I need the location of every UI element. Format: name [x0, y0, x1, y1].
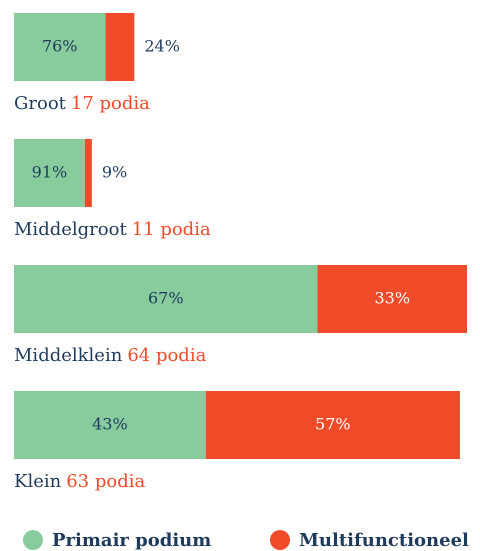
category-label: Klein 63 podia [14, 471, 145, 492]
category-label: Middelklein 64 podia [14, 345, 207, 366]
value-label: 67% [148, 289, 184, 308]
bar-segment [317, 265, 467, 333]
value-label: 57% [315, 415, 351, 434]
bar-segment [14, 391, 206, 459]
bar-segment [14, 13, 106, 81]
category-name: Middelklein [14, 345, 123, 366]
value-label: 33% [374, 289, 410, 308]
bar-segment [205, 391, 460, 459]
value-label: 76% [42, 37, 78, 56]
value-label: 91% [32, 163, 68, 182]
category-count: 63 podia [66, 471, 145, 492]
bar-segment [14, 265, 318, 333]
category-count: 64 podia [127, 345, 206, 366]
legend-swatch [23, 530, 43, 550]
bar-segment [105, 13, 135, 81]
category-count: 17 podia [71, 93, 150, 114]
category-name: Klein [14, 471, 62, 492]
value-label: 43% [92, 415, 128, 434]
legend-label: Multifunctioneel [299, 530, 469, 551]
category-count: 11 podia [132, 219, 211, 240]
bar-segment [14, 139, 85, 207]
value-label: 24% [144, 37, 180, 56]
category-name: Middelgroot [14, 219, 127, 240]
category-label: Groot 17 podia [14, 93, 150, 114]
category-name: Groot [14, 93, 67, 114]
value-label: 9% [102, 163, 127, 182]
bar-segment [84, 139, 92, 207]
category-label: Middelgroot 11 podia [14, 219, 211, 240]
legend-swatch [270, 530, 290, 550]
legend-label: Primair podium [52, 530, 211, 551]
